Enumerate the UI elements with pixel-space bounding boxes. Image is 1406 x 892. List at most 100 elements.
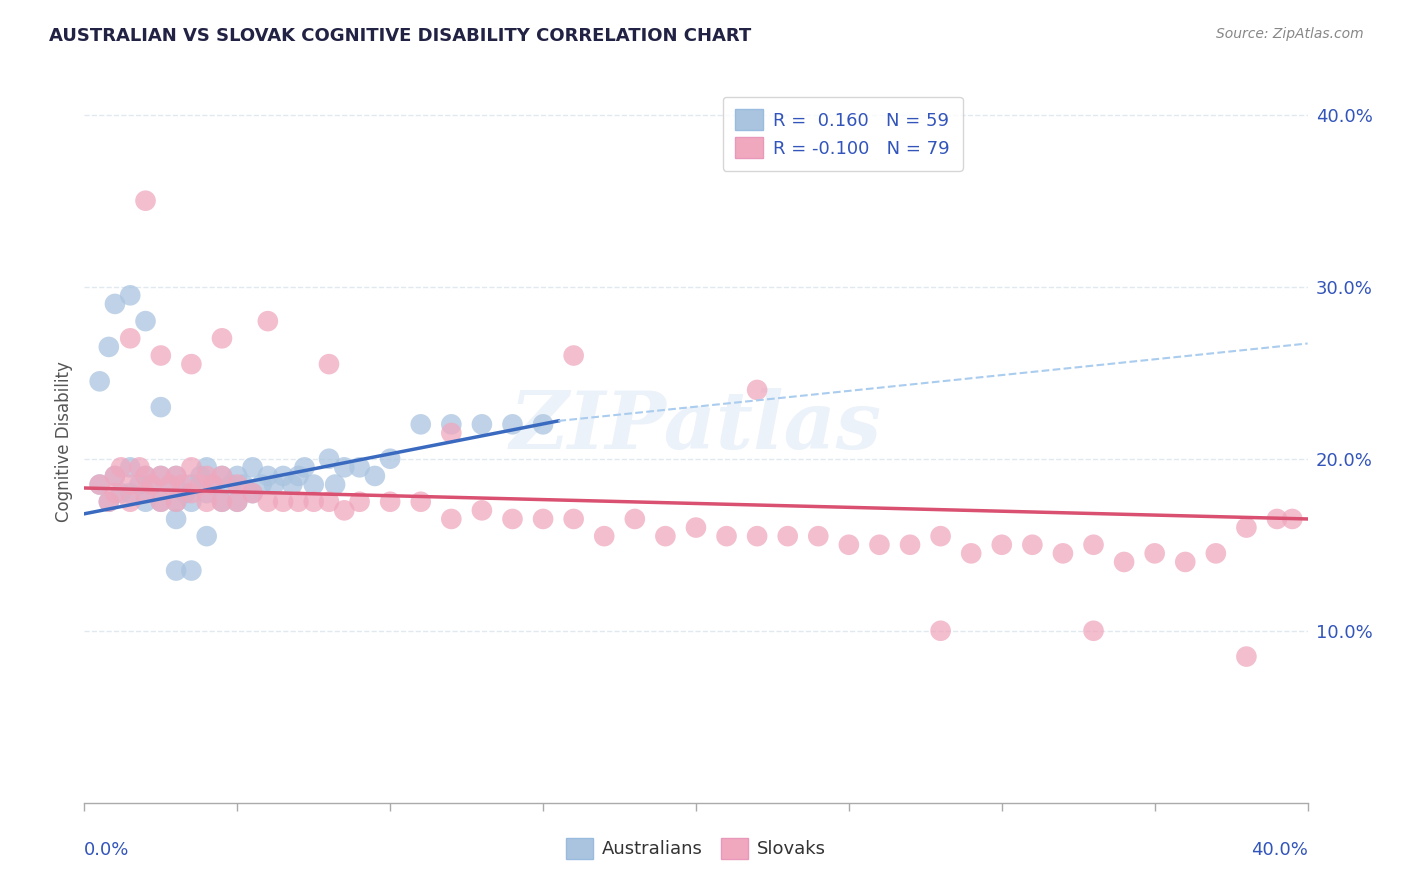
Point xyxy=(135,486,157,500)
Point xyxy=(747,529,769,543)
Point xyxy=(190,469,212,483)
Point xyxy=(149,349,172,363)
Point xyxy=(250,477,273,491)
Point xyxy=(440,417,463,432)
Point xyxy=(776,529,799,543)
Point xyxy=(104,297,127,311)
Point xyxy=(333,503,356,517)
Point xyxy=(409,417,432,432)
Point xyxy=(716,529,738,543)
Point xyxy=(174,486,197,500)
Point xyxy=(232,477,254,491)
Point xyxy=(257,469,280,483)
Point xyxy=(135,194,157,208)
Point xyxy=(1021,538,1043,552)
Point xyxy=(135,494,157,508)
Point xyxy=(318,357,340,371)
Point xyxy=(257,314,280,328)
Point xyxy=(323,477,346,491)
Text: 40.0%: 40.0% xyxy=(1251,840,1308,859)
Point xyxy=(562,349,585,363)
Point xyxy=(211,469,233,483)
Point xyxy=(898,538,921,552)
Point xyxy=(294,460,316,475)
Point xyxy=(409,494,432,508)
Point xyxy=(165,512,187,526)
Point xyxy=(120,331,142,345)
Point xyxy=(149,494,172,508)
Point xyxy=(960,546,983,560)
Point xyxy=(128,460,150,475)
Point xyxy=(562,512,585,526)
Point xyxy=(624,512,647,526)
Point xyxy=(257,494,280,508)
Point xyxy=(149,494,172,508)
Point xyxy=(654,529,676,543)
Point xyxy=(1281,512,1303,526)
Point xyxy=(747,383,769,397)
Point xyxy=(180,486,202,500)
Point xyxy=(1052,546,1074,560)
Point xyxy=(1236,649,1258,664)
Point xyxy=(97,494,120,508)
Point xyxy=(180,477,202,491)
Point xyxy=(349,494,371,508)
Point xyxy=(502,512,524,526)
Point xyxy=(287,494,309,508)
Text: 0.0%: 0.0% xyxy=(84,840,129,859)
Point xyxy=(120,494,142,508)
Point xyxy=(149,469,172,483)
Point xyxy=(120,288,142,302)
Point xyxy=(502,417,524,432)
Point xyxy=(991,538,1014,552)
Point xyxy=(211,494,233,508)
Point xyxy=(195,460,218,475)
Point xyxy=(159,477,181,491)
Point xyxy=(104,486,127,500)
Point xyxy=(104,469,127,483)
Point xyxy=(165,494,187,508)
Point xyxy=(531,512,554,526)
Point xyxy=(201,477,224,491)
Point xyxy=(211,494,233,508)
Point xyxy=(333,460,356,475)
Point xyxy=(195,486,218,500)
Point xyxy=(165,494,187,508)
Point xyxy=(1174,555,1197,569)
Point xyxy=(89,375,111,389)
Point xyxy=(1205,546,1227,560)
Point xyxy=(97,340,120,354)
Point xyxy=(838,538,860,552)
Point xyxy=(380,451,402,466)
Point xyxy=(135,314,157,328)
Point xyxy=(159,477,181,491)
Point xyxy=(318,494,340,508)
Point xyxy=(180,494,202,508)
Point xyxy=(1265,512,1288,526)
Point xyxy=(135,469,157,483)
Point xyxy=(380,494,402,508)
Point xyxy=(226,494,249,508)
Point xyxy=(128,477,150,491)
Point xyxy=(349,460,371,475)
Point xyxy=(141,477,163,491)
Point xyxy=(172,477,194,491)
Point xyxy=(302,494,325,508)
Point xyxy=(219,477,242,491)
Point xyxy=(287,469,309,483)
Text: Source: ZipAtlas.com: Source: ZipAtlas.com xyxy=(1216,27,1364,41)
Y-axis label: Cognitive Disability: Cognitive Disability xyxy=(55,361,73,522)
Point xyxy=(318,451,340,466)
Point xyxy=(1083,624,1105,638)
Point xyxy=(1236,520,1258,534)
Point xyxy=(1143,546,1166,560)
Point xyxy=(685,520,707,534)
Point xyxy=(226,469,249,483)
Point xyxy=(242,486,264,500)
Point xyxy=(110,460,132,475)
Point xyxy=(271,469,294,483)
Point xyxy=(211,469,233,483)
Point xyxy=(104,469,127,483)
Point xyxy=(593,529,616,543)
Point xyxy=(195,494,218,508)
